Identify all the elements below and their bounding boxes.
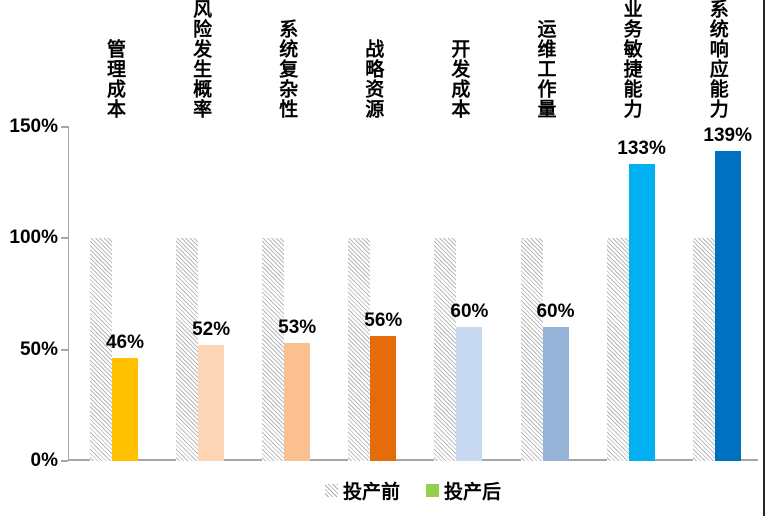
y-tick-label: 50% <box>19 338 58 360</box>
bar-before-2 <box>262 238 285 461</box>
bar-after-1 <box>198 345 225 461</box>
category-label: 管理成本 <box>104 39 125 119</box>
category-label: 战略资源 <box>362 39 384 119</box>
x-axis-line <box>68 459 758 461</box>
value-label: 60% <box>450 301 489 323</box>
y-tick <box>61 348 68 351</box>
bar-before-3 <box>348 238 371 461</box>
legend-swatch-green <box>426 484 439 497</box>
legend-item-after: 投产后 <box>426 477 501 504</box>
value-label: 46% <box>105 332 145 354</box>
value-label: 60% <box>536 301 575 323</box>
y-tick <box>61 237 68 239</box>
y-axis-line <box>68 126 69 461</box>
category-label: 开发成本 <box>448 39 470 119</box>
y-tick-label: 0% <box>30 450 58 471</box>
value-label: 53% <box>278 316 317 338</box>
value-label: 52% <box>192 319 231 341</box>
bar-before-4 <box>434 238 457 461</box>
value-label: 139% <box>703 125 752 147</box>
bar-before-7 <box>692 238 715 461</box>
value-label: 133% <box>617 138 666 160</box>
bar-after-2 <box>284 342 311 461</box>
legend-label-before: 投产前 <box>342 482 400 503</box>
category-label: 系统响应能力 <box>706 0 728 119</box>
bar-after-0 <box>112 358 138 461</box>
legend-label-after: 投产后 <box>444 482 502 503</box>
category-label: 业务敏捷能力 <box>620 0 642 119</box>
y-tick <box>61 460 68 462</box>
legend-item-before: 投产前 <box>324 477 400 504</box>
bar-before-0 <box>90 238 112 461</box>
bar-after-7 <box>714 151 741 461</box>
legend-swatch-hatched <box>324 484 338 497</box>
bar-before-5 <box>520 238 543 461</box>
right-border-line <box>763 0 765 516</box>
category-label: 风险发生概率 <box>190 0 212 119</box>
category-label: 系统复杂性 <box>276 19 298 119</box>
bar-before-1 <box>176 238 199 461</box>
bar-after-6 <box>628 164 655 461</box>
y-tick-label: 100% <box>9 227 58 248</box>
bar-before-6 <box>606 238 629 461</box>
bar-after-3 <box>370 336 397 461</box>
category-label: 运维工作量 <box>534 19 556 119</box>
y-tick <box>61 125 68 128</box>
legend: 投产前 投产后 <box>68 477 758 504</box>
bar-after-5 <box>542 327 569 461</box>
value-label: 56% <box>364 310 403 332</box>
y-tick-label: 150% <box>9 115 58 137</box>
bar-after-4 <box>456 327 483 461</box>
